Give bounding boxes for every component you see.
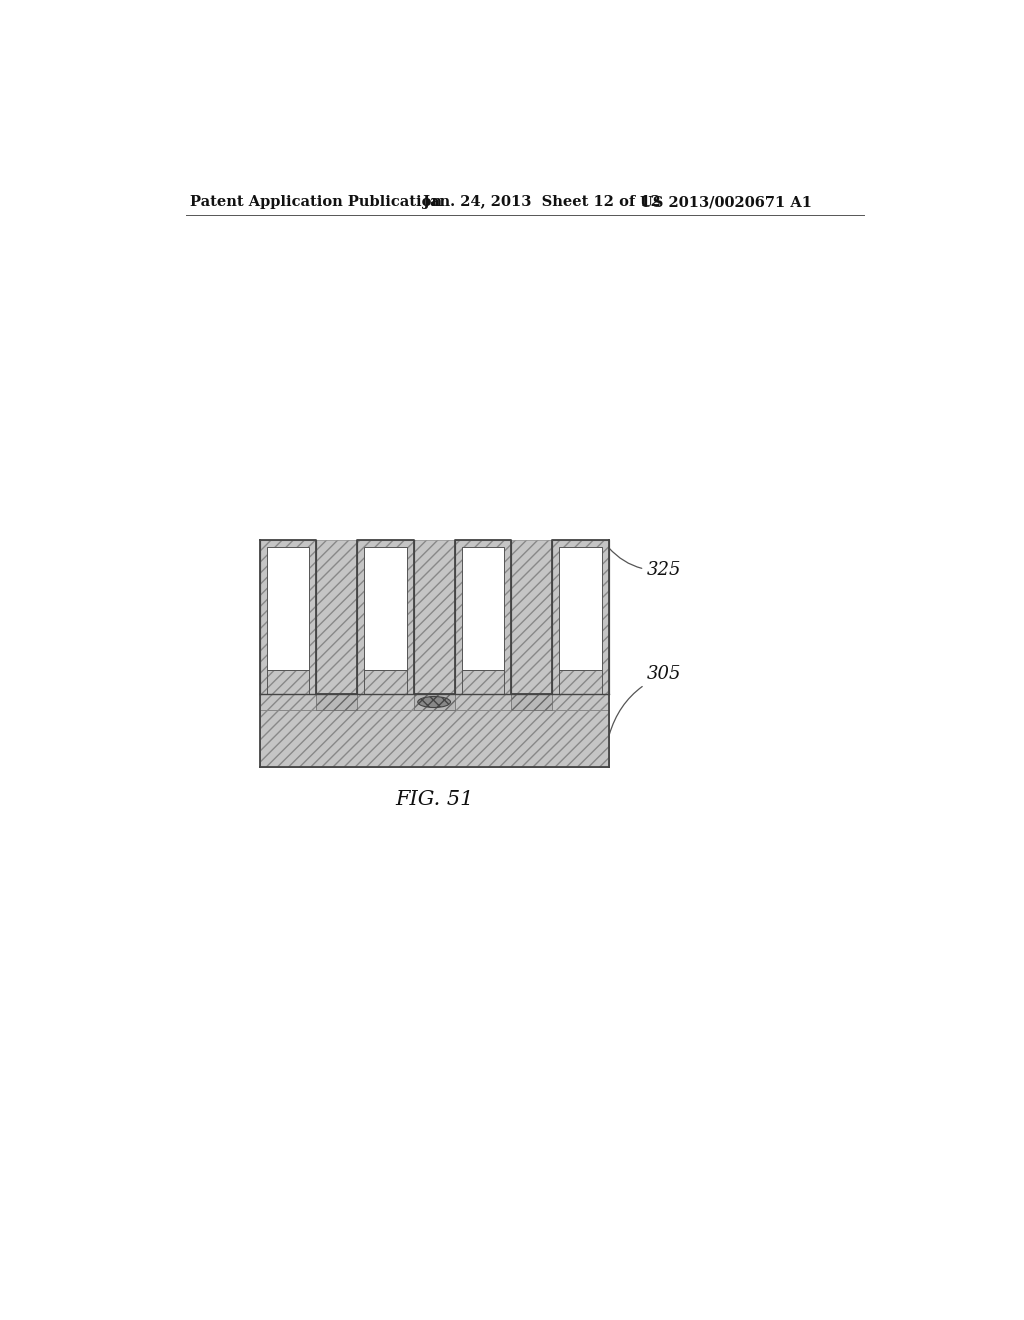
- Bar: [559, 548, 601, 671]
- Bar: [414, 693, 455, 710]
- Text: 305: 305: [609, 665, 682, 735]
- Bar: [260, 693, 608, 710]
- Bar: [260, 540, 316, 693]
- Text: Jan. 24, 2013  Sheet 12 of 12: Jan. 24, 2013 Sheet 12 of 12: [423, 195, 660, 209]
- Bar: [266, 548, 309, 671]
- Bar: [552, 540, 608, 693]
- Bar: [511, 540, 552, 693]
- Text: FIG. 51: FIG. 51: [395, 789, 473, 809]
- Bar: [316, 540, 357, 693]
- Text: 325: 325: [609, 548, 682, 579]
- Text: US 2013/0020671 A1: US 2013/0020671 A1: [640, 195, 811, 209]
- Bar: [365, 548, 407, 671]
- Ellipse shape: [418, 697, 451, 708]
- Bar: [357, 540, 414, 693]
- Text: Patent Application Publication: Patent Application Publication: [190, 195, 442, 209]
- Bar: [455, 540, 511, 693]
- Bar: [260, 693, 608, 767]
- Bar: [511, 693, 552, 710]
- Bar: [414, 540, 455, 693]
- Bar: [462, 548, 504, 671]
- Bar: [316, 693, 357, 710]
